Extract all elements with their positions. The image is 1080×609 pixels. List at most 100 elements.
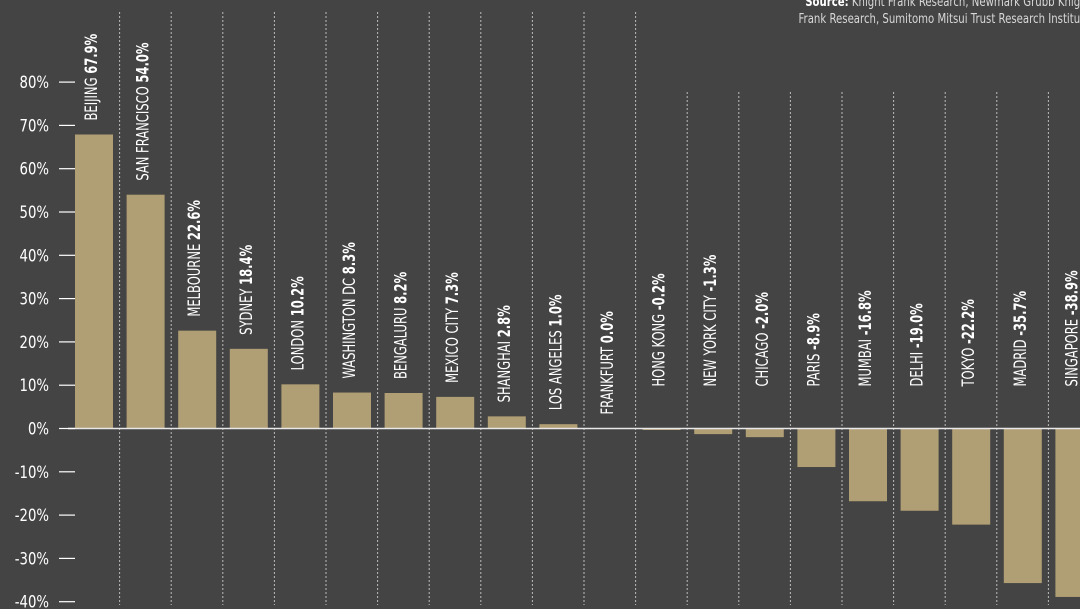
y-tick-label: 30%: [20, 289, 49, 309]
bar-label: BENGALURU 8.2%: [393, 271, 412, 379]
city-name: BENGALURU: [393, 304, 412, 379]
source-note: Source: Knight Frank Research, Newmark G…: [798, 0, 1080, 28]
bar-label: LOS ANGELES 1.0%: [547, 294, 566, 410]
y-tick-label: 0%: [28, 419, 49, 439]
value-label: 7.3%: [444, 272, 463, 304]
city-name: WASHINGTON DC: [341, 274, 360, 378]
city-name: SINGAPORE: [1063, 315, 1080, 386]
value-label: -22.2%: [960, 299, 979, 344]
city-name: PARIS: [805, 350, 824, 387]
bar-singapore: [1055, 428, 1080, 597]
value-label: 54.0%: [135, 42, 154, 82]
value-label: 18.4%: [238, 244, 257, 284]
bar-sydney: [229, 348, 268, 429]
bar-label: MADRID -35.7%: [1012, 291, 1031, 387]
bar-mumbai: [849, 428, 887, 502]
bar-shanghai: [487, 416, 526, 429]
bar-labels: BEIJING 67.9% SAN FRANCISCO 54.0% MELBOURN…: [83, 33, 1080, 414]
y-tick-label: 50%: [20, 202, 49, 222]
city-name: FRANKFURT: [599, 343, 618, 414]
bar-delhi: [900, 428, 939, 511]
bar-los-angeles: [539, 424, 578, 429]
city-name: MEXICO CITY: [444, 304, 463, 383]
bar-label: WASHINGTON DC 8.3%: [341, 242, 360, 379]
y-tick-label: 10%: [20, 376, 49, 396]
value-label: 8.2%: [393, 271, 412, 303]
bar-paris: [797, 428, 836, 468]
bar-tokyo: [952, 428, 991, 525]
value-label: 1.0%: [547, 294, 566, 326]
bar-label: NEW YORK CITY -1.3%: [702, 254, 721, 386]
bar-label: MELBOURNE 22.6%: [186, 200, 205, 317]
y-tick-label: -40%: [15, 592, 49, 609]
value-label: 8.3%: [341, 242, 360, 274]
bar-label: MEXICO CITY 7.3%: [444, 272, 463, 383]
bar-label: BEIJING 67.9%: [83, 33, 102, 120]
bar-label: FRANKFURT 0.0%: [599, 311, 618, 415]
guide-lines: [119, 12, 1049, 605]
value-label: -1.3%: [702, 254, 721, 291]
city-name: LOS ANGELES: [547, 327, 566, 411]
bar-label: PARIS -8.9%: [805, 313, 824, 387]
value-label: 2.8%: [496, 305, 515, 337]
city-name: CHICAGO: [754, 329, 773, 387]
city-name: TOKYO: [960, 344, 979, 387]
value-label: -19.0%: [909, 303, 928, 348]
value-label: 22.6%: [186, 200, 205, 240]
bar-label: DELHI -19.0%: [909, 303, 928, 387]
city-name: NEW YORK CITY: [702, 291, 721, 386]
value-label: -38.9%: [1063, 270, 1080, 315]
value-label: 10.2%: [289, 276, 308, 316]
city-name: LONDON: [289, 316, 308, 370]
bar-london: [281, 384, 320, 429]
bars: [75, 134, 1080, 597]
city-name: SYDNEY: [238, 285, 257, 335]
y-tick-label: 60%: [20, 159, 49, 179]
bar-melbourne: [178, 330, 217, 429]
city-name: DELHI: [909, 348, 928, 386]
bar-label: LONDON 10.2%: [289, 276, 308, 370]
bar-label: SYDNEY 18.4%: [238, 244, 257, 334]
value-label: -0.2%: [651, 273, 670, 310]
y-tick-label: -20%: [15, 505, 49, 525]
city-name: BEIJING: [83, 74, 102, 121]
y-tick-label: -10%: [15, 462, 49, 482]
city-name: SHANGHAI: [496, 337, 515, 402]
bar-chicago: [745, 428, 784, 438]
y-tick-label: 70%: [20, 116, 49, 136]
bar-mexico-city: [436, 396, 475, 429]
city-name: MELBOURNE: [186, 240, 205, 317]
city-name: HONG KONG: [651, 310, 670, 386]
y-axis: 80% 70% 60% 50% 40% 30% 20% 10% 0% -10% -20% -30% -4…: [15, 72, 75, 609]
value-label: -2.0%: [754, 292, 773, 329]
bar-new-york-city: [694, 428, 733, 435]
bar-label: TOKYO -22.2%: [960, 299, 979, 387]
bar-madrid: [1003, 428, 1042, 584]
bar-washington-dc: [333, 392, 371, 429]
value-label: -16.8%: [857, 290, 876, 335]
bar-label: SINGAPORE -38.9%: [1063, 270, 1080, 386]
source-line-2: Frank Research, Sumitomo Mitsui Trust Re…: [798, 12, 1080, 27]
y-tick-label: 20%: [20, 332, 49, 352]
bar-label: HONG KONG -0.2%: [651, 273, 670, 386]
value-label: -8.9%: [805, 313, 824, 350]
bar-label: SAN FRANCISCO 54.0%: [135, 42, 154, 180]
value-label: 0.0%: [599, 311, 618, 343]
bar-label: SHANGHAI 2.8%: [496, 305, 515, 403]
bar-beijing: [75, 134, 113, 429]
y-tick-label: 80%: [20, 72, 49, 92]
bar-san-francisco: [126, 194, 165, 429]
value-label: 67.9%: [83, 33, 102, 73]
bar-label: MUMBAI -16.8%: [857, 290, 876, 386]
y-tick-label: 40%: [20, 246, 49, 266]
value-label: -35.7%: [1012, 291, 1031, 336]
city-name: MUMBAI: [857, 335, 876, 386]
city-name: SAN FRANCISCO: [135, 83, 154, 181]
bar-bengaluru: [384, 392, 423, 429]
source-line-1: Knight Frank Research, Newmark Grubb Kni…: [851, 0, 1080, 10]
city-name: MADRID: [1012, 336, 1031, 387]
y-tick-label: -30%: [15, 549, 49, 569]
source-label: Source:: [805, 0, 849, 10]
bar-label: CHICAGO -2.0%: [754, 292, 773, 387]
